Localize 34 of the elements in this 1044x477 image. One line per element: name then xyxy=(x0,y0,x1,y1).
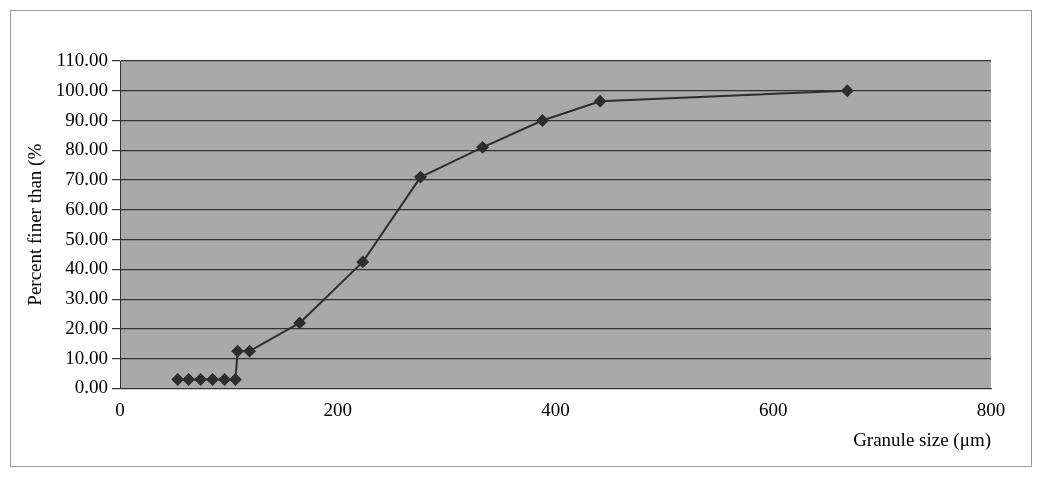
point xyxy=(356,255,369,268)
point xyxy=(414,171,427,184)
x-tick-label: 600 xyxy=(759,398,788,420)
point xyxy=(218,373,231,386)
y-tick-label: 40.00 xyxy=(65,257,109,279)
y-axis-title: Percent finer than (% xyxy=(24,143,47,306)
point xyxy=(841,84,854,97)
point xyxy=(293,316,306,329)
x-axis-title: Granule size (μm) xyxy=(853,428,991,451)
x-tick-label: 800 xyxy=(976,398,1006,420)
point xyxy=(476,141,489,154)
y-tick-label: 80.00 xyxy=(65,138,109,160)
y-tick-label: 30.00 xyxy=(65,287,109,309)
point xyxy=(594,95,607,108)
y-tick-label: 110.00 xyxy=(56,48,109,70)
point xyxy=(243,345,256,358)
y-tick-label: 90.00 xyxy=(65,108,109,130)
point xyxy=(194,373,207,386)
x-tick-label: 400 xyxy=(541,398,570,420)
y-tick-label: 0.00 xyxy=(74,376,109,398)
x-tick-label: 200 xyxy=(323,398,353,420)
y-tick-label: 10.00 xyxy=(65,346,109,368)
point xyxy=(182,373,195,386)
point xyxy=(229,373,242,386)
y-tick-label: 70.00 xyxy=(65,168,109,190)
point xyxy=(171,373,184,386)
y-tick-label: 20.00 xyxy=(65,316,109,338)
point xyxy=(231,345,244,358)
y-tick-label: 100.00 xyxy=(55,78,109,100)
y-tick-label: 60.00 xyxy=(65,197,109,219)
point xyxy=(206,373,219,386)
x-tick-label: 0 xyxy=(115,398,125,420)
y-tick-label: 50.00 xyxy=(65,227,109,249)
point xyxy=(536,114,549,127)
